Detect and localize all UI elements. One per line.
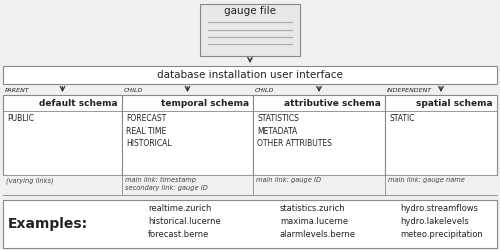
- Bar: [253, 175, 385, 195]
- Text: CHILD: CHILD: [255, 88, 274, 93]
- Text: attributive schema: attributive schema: [284, 99, 381, 108]
- Text: temporal schema: temporal schema: [161, 99, 249, 108]
- Bar: [3, 95, 122, 175]
- Text: hydro.streamflows
hydro.lakelevels
meteo.precipitation: hydro.streamflows hydro.lakelevels meteo…: [400, 204, 483, 240]
- Text: main link: gauge name: main link: gauge name: [388, 177, 465, 183]
- Text: default schema: default schema: [40, 99, 118, 108]
- Text: database installation user interface: database installation user interface: [157, 70, 343, 80]
- Text: STATIC: STATIC: [389, 114, 414, 123]
- Text: Examples:: Examples:: [8, 217, 88, 231]
- Text: (varying links): (varying links): [6, 177, 54, 184]
- Bar: [3, 200, 497, 248]
- Text: PUBLIC: PUBLIC: [7, 114, 34, 123]
- Bar: [3, 175, 122, 195]
- Bar: [122, 175, 253, 195]
- Text: statistics.zurich
maxima.lucerne
alarmlevels.berne: statistics.zurich maxima.lucerne alarmle…: [280, 204, 356, 240]
- Text: STATISTICS
METADATA
OTHER ATTRIBUTES: STATISTICS METADATA OTHER ATTRIBUTES: [257, 114, 332, 148]
- Text: FORECAST
REAL TIME
HISTORICAL: FORECAST REAL TIME HISTORICAL: [126, 114, 172, 148]
- Bar: [200, 4, 300, 56]
- Text: gauge file: gauge file: [224, 6, 276, 16]
- Text: CHILD: CHILD: [124, 88, 144, 93]
- Bar: [253, 95, 385, 175]
- Text: PARENT: PARENT: [5, 88, 29, 93]
- Bar: [122, 95, 253, 175]
- Text: realtime.zurich
historical.lucerne
forecast.berne: realtime.zurich historical.lucerne forec…: [148, 204, 221, 240]
- Text: main link: gauge ID: main link: gauge ID: [256, 177, 321, 183]
- Text: INDEPENDENT: INDEPENDENT: [387, 88, 432, 93]
- Bar: [385, 175, 497, 195]
- Text: spatial schema: spatial schema: [416, 99, 493, 108]
- Bar: [3, 66, 497, 84]
- Bar: [385, 95, 497, 175]
- Text: main link: timestamp
secondary link: gauge ID: main link: timestamp secondary link: gau…: [125, 177, 208, 191]
